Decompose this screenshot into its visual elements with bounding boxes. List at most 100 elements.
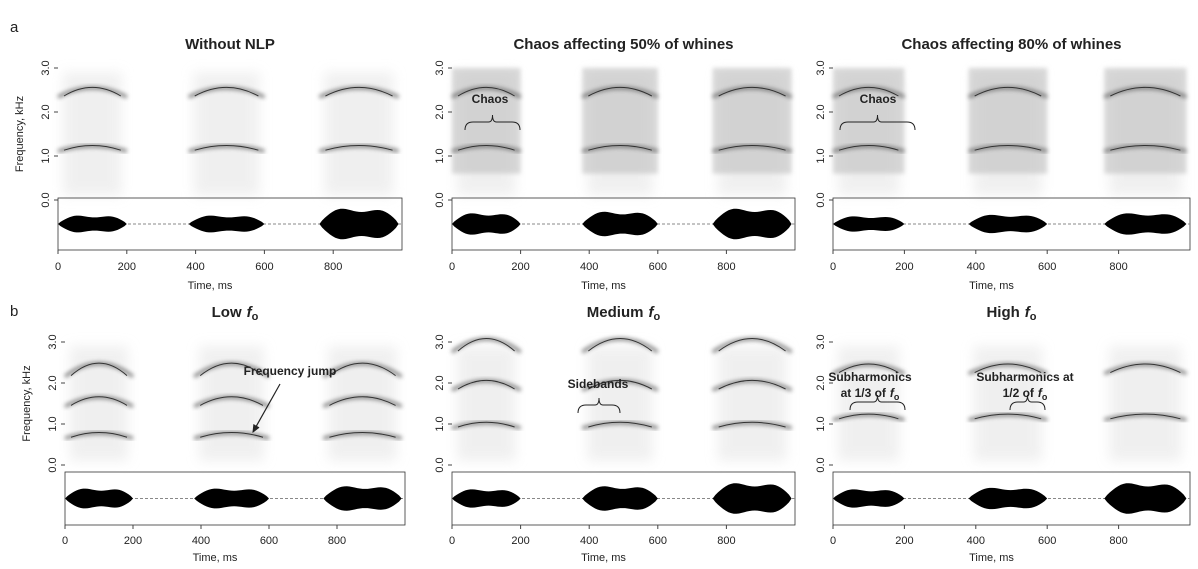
x-tick-label: 800 bbox=[1109, 535, 1127, 547]
harmonic-core bbox=[718, 87, 786, 97]
panel-label: b bbox=[10, 303, 18, 320]
title-subscript: o bbox=[252, 311, 259, 323]
x-tick-label: 800 bbox=[1109, 261, 1127, 273]
annotation: Subharmonics at bbox=[976, 370, 1073, 384]
harmonic-core bbox=[718, 338, 786, 352]
x-tick-label: 0 bbox=[449, 261, 455, 273]
waveform bbox=[452, 213, 521, 235]
x-tick-label: 0 bbox=[55, 261, 61, 273]
y-tick-label: 3.0 bbox=[40, 60, 52, 75]
spectral-haze bbox=[717, 346, 787, 461]
spectrogram bbox=[832, 346, 1188, 461]
spectrogram bbox=[451, 68, 793, 196]
x-tick-label: 200 bbox=[895, 535, 913, 547]
spectral-haze bbox=[63, 72, 122, 196]
harmonic bbox=[451, 337, 522, 354]
harmonic bbox=[64, 362, 134, 378]
harmonic-core bbox=[194, 87, 259, 97]
harmonic bbox=[451, 144, 522, 153]
y-tick-label: 1.0 bbox=[434, 148, 446, 163]
chaos-noise bbox=[968, 68, 1048, 174]
x-tick-label: 200 bbox=[118, 261, 136, 273]
x-tick-label: 200 bbox=[124, 535, 142, 547]
title-subscript: o bbox=[653, 311, 660, 323]
x-tick-label: 0 bbox=[62, 535, 68, 547]
chaos-noise bbox=[712, 68, 792, 174]
x-axis-label: Time, ms bbox=[188, 280, 233, 292]
x-axis-label: Time, ms bbox=[969, 552, 1014, 564]
panel-title: Chaos affecting 50% of whines bbox=[513, 36, 733, 53]
x-tick-label: 600 bbox=[260, 535, 278, 547]
title-text: Chaos affecting 50% of whines bbox=[513, 36, 733, 53]
annotation-text: Sidebands bbox=[568, 377, 629, 391]
spectral-haze bbox=[328, 346, 397, 461]
chaos-noise bbox=[833, 68, 905, 174]
y-tick-label: 0.0 bbox=[815, 457, 827, 472]
harmonic bbox=[451, 86, 522, 99]
annotation: Chaos bbox=[472, 92, 509, 106]
arrow bbox=[252, 383, 281, 434]
annotation: Chaos bbox=[860, 92, 897, 106]
waveform bbox=[323, 486, 402, 511]
brace bbox=[839, 114, 916, 131]
x-tick-label: 0 bbox=[449, 535, 455, 547]
waveform bbox=[452, 489, 521, 508]
annotation-symbol: f bbox=[1038, 386, 1043, 400]
harmonic-core bbox=[838, 145, 899, 151]
harmonic-core bbox=[1110, 145, 1181, 151]
waveform bbox=[712, 483, 792, 514]
x-tick-label: 0 bbox=[830, 535, 836, 547]
annotation-text: Frequency jump bbox=[244, 364, 337, 378]
brace bbox=[464, 114, 521, 131]
x-tick-label: 600 bbox=[649, 535, 667, 547]
waveform bbox=[968, 487, 1048, 510]
spectrogram bbox=[57, 72, 400, 196]
x-tick-label: 400 bbox=[580, 535, 598, 547]
y-tick-label: 0.0 bbox=[47, 457, 59, 472]
annotation: Sidebands bbox=[568, 377, 629, 391]
annotation-text: Chaos bbox=[472, 92, 509, 106]
y-tick-label: 1.0 bbox=[815, 148, 827, 163]
annotation: 1/2 of fo bbox=[1003, 386, 1048, 402]
harmonic-core bbox=[588, 421, 652, 428]
spectral-haze bbox=[324, 72, 394, 196]
x-tick-label: 0 bbox=[830, 261, 836, 273]
harmonic-core bbox=[199, 362, 264, 376]
waveform bbox=[968, 214, 1048, 234]
harmonic-core bbox=[457, 421, 515, 428]
y-axis-label: Frequency, kHz bbox=[21, 365, 33, 441]
harmonic-core bbox=[457, 338, 515, 352]
title-symbol: f bbox=[648, 304, 655, 321]
harmonic-core bbox=[200, 432, 264, 438]
y-tick-label: 1.0 bbox=[40, 148, 52, 163]
harmonic-core bbox=[1110, 413, 1181, 420]
y-axis-label: Frequency, kHz bbox=[14, 96, 26, 172]
annotation-symbol: f bbox=[890, 386, 895, 400]
harmonic-core bbox=[70, 396, 128, 406]
spectral-haze bbox=[587, 346, 653, 461]
y-tick-label: 2.0 bbox=[434, 375, 446, 390]
waveform bbox=[833, 216, 905, 232]
harmonic-core bbox=[329, 396, 396, 406]
chaos-noise bbox=[582, 68, 658, 174]
x-tick-label: 600 bbox=[649, 261, 667, 273]
spectral-haze bbox=[199, 346, 264, 461]
waveform bbox=[582, 486, 658, 511]
y-tick-label: 0.0 bbox=[434, 457, 446, 472]
waveform bbox=[1104, 483, 1187, 514]
title-symbol: f bbox=[1025, 304, 1032, 321]
annotation: Frequency jump bbox=[244, 364, 337, 378]
harmonic bbox=[451, 379, 522, 392]
panel-title: Chaos affecting 80% of whines bbox=[901, 36, 1121, 53]
x-tick-label: 400 bbox=[580, 261, 598, 273]
harmonic-core bbox=[588, 380, 653, 390]
harmonic-core bbox=[199, 396, 264, 406]
harmonic bbox=[832, 363, 906, 375]
y-tick-label: 2.0 bbox=[47, 375, 59, 390]
waveform bbox=[188, 215, 265, 233]
x-axis-label: Time, ms bbox=[193, 552, 238, 564]
waveform bbox=[194, 488, 269, 509]
x-axis-label: Time, ms bbox=[581, 552, 626, 564]
waveform bbox=[582, 211, 658, 237]
harmonic-core bbox=[838, 363, 899, 374]
